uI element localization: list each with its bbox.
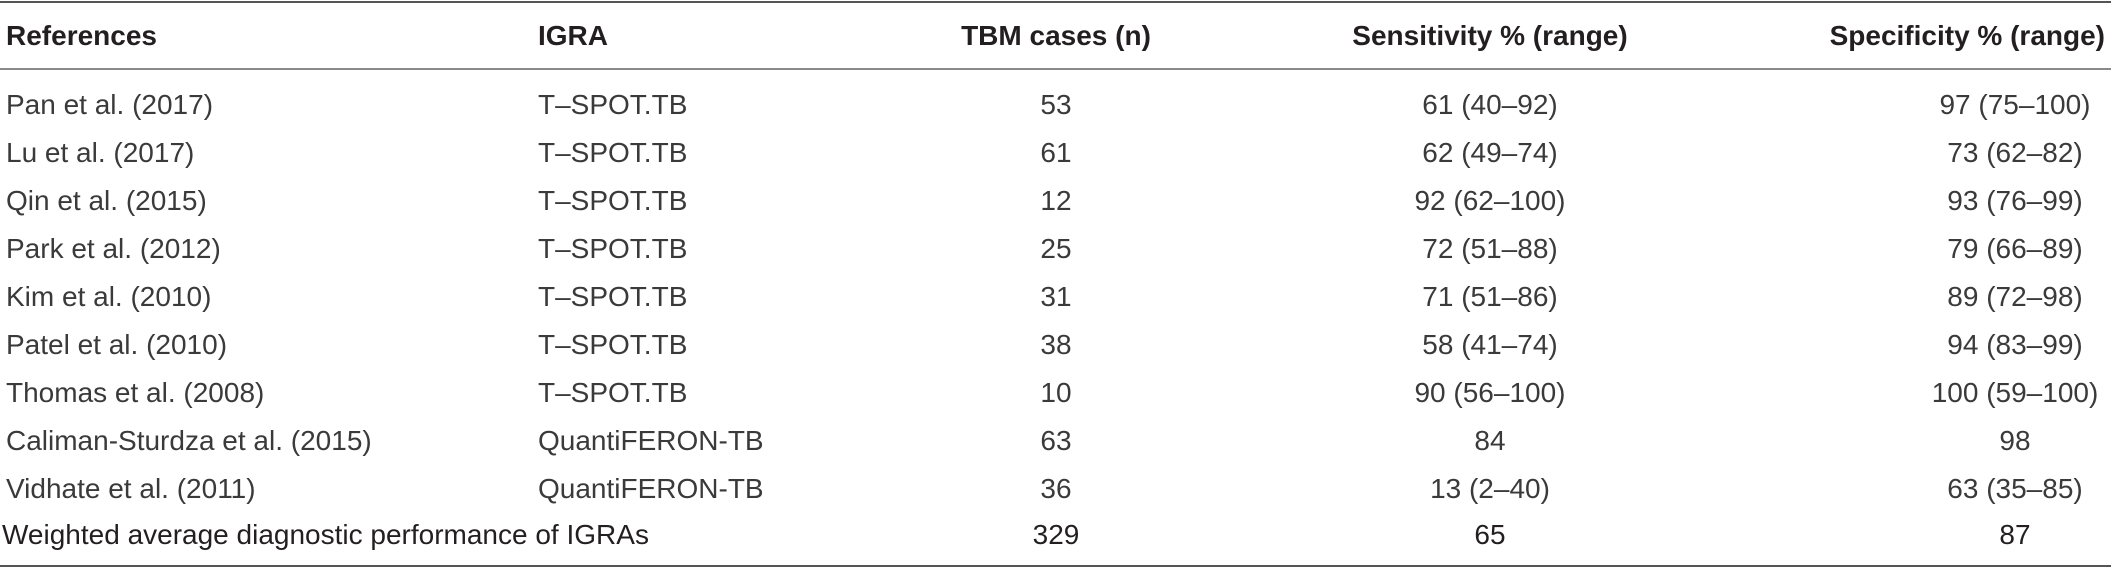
cell-specificity: 89 (72–98) xyxy=(1947,281,2083,312)
table-row: Vidhate et al. (2011) QuantiFERON-TB 36 … xyxy=(0,466,2111,512)
summary-row: Weighted average diagnostic performance … xyxy=(0,512,2111,558)
cell-sensitivity: 13 (2–40) xyxy=(1430,473,1550,504)
header-igra: IGRA xyxy=(538,20,608,51)
table-row: Qin et al. (2015) T–SPOT.TB 12 92 (62–10… xyxy=(0,178,2111,224)
cell-igra: T–SPOT.TB xyxy=(538,185,688,216)
cell-reference: Vidhate et al. (2011) xyxy=(6,473,256,504)
table-row: Pan et al. (2017) T–SPOT.TB 53 61 (40–92… xyxy=(0,82,2111,128)
cell-igra: T–SPOT.TB xyxy=(538,329,688,360)
cell-tbm-cases: 25 xyxy=(1040,233,1072,264)
cell-reference: Patel et al. (2010) xyxy=(6,329,228,360)
table-header-rule xyxy=(0,68,2111,70)
table-top-rule xyxy=(0,1,2111,3)
cell-reference: Qin et al. (2015) xyxy=(6,185,207,216)
cell-igra: T–SPOT.TB xyxy=(538,137,688,168)
cell-specificity: 73 (62–82) xyxy=(1947,137,2083,168)
cell-igra: QuantiFERON-TB xyxy=(538,425,764,456)
cell-specificity: 63 (35–85) xyxy=(1947,473,2083,504)
cell-reference: Park et al. (2012) xyxy=(6,233,221,264)
cell-sensitivity: 84 xyxy=(1474,425,1506,456)
cell-reference: Lu et al. (2017) xyxy=(6,137,195,168)
cell-reference: Kim et al. (2010) xyxy=(6,281,212,312)
header-tbm-cases: TBM cases (n) xyxy=(961,20,1151,51)
cell-specificity: 79 (66–89) xyxy=(1947,233,2083,264)
cell-specificity: 93 (76–99) xyxy=(1947,185,2083,216)
cell-reference: Pan et al. (2017) xyxy=(6,89,214,120)
table-row: Patel et al. (2010) T–SPOT.TB 38 58 (41–… xyxy=(0,322,2111,368)
cell-reference: Caliman-Sturdza et al. (2015) xyxy=(6,425,372,456)
cell-sensitivity: 61 (40–92) xyxy=(1422,89,1558,120)
cell-tbm-cases: 36 xyxy=(1040,473,1072,504)
cell-specificity: 98 xyxy=(1999,425,2031,456)
cell-sensitivity: 71 (51–86) xyxy=(1422,281,1558,312)
cell-igra: T–SPOT.TB xyxy=(538,233,688,264)
cell-sensitivity: 90 (56–100) xyxy=(1414,377,1566,408)
table-bottom-rule xyxy=(0,565,2111,567)
header-specificity: Specificity % (range) xyxy=(1829,20,2105,51)
cell-tbm-cases: 53 xyxy=(1040,89,1072,120)
cell-igra: T–SPOT.TB xyxy=(538,281,688,312)
table-row: Kim et al. (2010) T–SPOT.TB 31 71 (51–86… xyxy=(0,274,2111,320)
cell-igra: T–SPOT.TB xyxy=(538,377,688,408)
header-references: References xyxy=(6,20,157,51)
header-sensitivity: Sensitivity % (range) xyxy=(1352,20,1628,51)
cell-sensitivity: 72 (51–88) xyxy=(1422,233,1558,264)
summary-tbm-cases: 329 xyxy=(1032,519,1080,550)
cell-tbm-cases: 61 xyxy=(1040,137,1072,168)
cell-sensitivity: 92 (62–100) xyxy=(1414,185,1566,216)
cell-tbm-cases: 38 xyxy=(1040,329,1072,360)
cell-tbm-cases: 10 xyxy=(1040,377,1072,408)
table-row: Park et al. (2012) T–SPOT.TB 25 72 (51–8… xyxy=(0,226,2111,272)
cell-specificity: 100 (59–100) xyxy=(1931,377,2099,408)
table-row: Thomas et al. (2008) T–SPOT.TB 10 90 (56… xyxy=(0,370,2111,416)
summary-sensitivity: 65 xyxy=(1474,519,1506,550)
cell-specificity: 94 (83–99) xyxy=(1947,329,2083,360)
cell-tbm-cases: 12 xyxy=(1040,185,1072,216)
table-header-row: References IGRA TBM cases (n) Sensitivit… xyxy=(0,12,2111,60)
table-row: Lu et al. (2017) T–SPOT.TB 61 62 (49–74)… xyxy=(0,130,2111,176)
summary-label: Weighted average diagnostic performance … xyxy=(2,519,649,550)
cell-sensitivity: 62 (49–74) xyxy=(1422,137,1558,168)
cell-specificity: 97 (75–100) xyxy=(1939,89,2091,120)
cell-igra: T–SPOT.TB xyxy=(538,89,688,120)
table-row: Caliman-Sturdza et al. (2015) QuantiFERO… xyxy=(0,418,2111,464)
cell-igra: QuantiFERON-TB xyxy=(538,473,764,504)
cell-sensitivity: 58 (41–74) xyxy=(1422,329,1558,360)
summary-specificity: 87 xyxy=(1999,519,2031,550)
cell-reference: Thomas et al. (2008) xyxy=(6,377,265,408)
cell-tbm-cases: 31 xyxy=(1040,281,1072,312)
cell-tbm-cases: 63 xyxy=(1040,425,1072,456)
